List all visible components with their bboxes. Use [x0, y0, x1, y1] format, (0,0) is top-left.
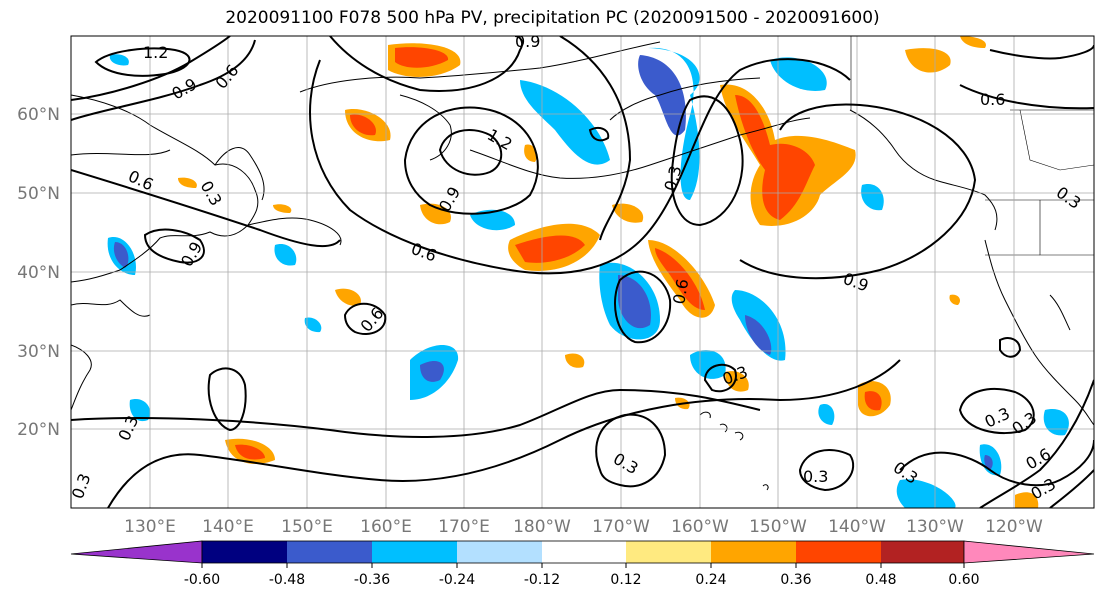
colorbar-bin	[202, 541, 287, 563]
lon-label: 150°W	[749, 517, 807, 537]
colorbar-bin	[796, 541, 881, 563]
map-panel: 1.2 0.9 0.6 0.6 1.2 0.9 0.6 0.3 0.6 0.9 …	[70, 32, 1095, 509]
latitude-labels: 60°N 50°N 40°N 30°N 20°N	[17, 105, 60, 440]
lon-label: 120°W	[985, 517, 1043, 537]
lon-label: 150°E	[281, 517, 333, 537]
colorbar-tick-label: 0.36	[780, 572, 811, 588]
lon-label: 130°W	[906, 517, 964, 537]
lat-label: 50°N	[17, 184, 60, 204]
lon-label: 160°E	[360, 517, 412, 537]
lon-label: 180°W	[513, 517, 571, 537]
colorbar-tick-label: 0.24	[695, 572, 726, 588]
colorbar-bin	[372, 541, 457, 563]
colorbar-bin	[881, 541, 964, 563]
colorbar-ticks	[201, 563, 965, 568]
precip-negative-shading	[107, 47, 1069, 508]
lon-label: 140°E	[202, 517, 254, 537]
map-frame	[70, 35, 1095, 509]
colorbar-tick-label: 0.60	[948, 572, 979, 588]
lon-label: 160°W	[671, 517, 729, 537]
pv-contours	[71, 36, 1094, 508]
lon-label: 140°W	[828, 517, 886, 537]
contour-label: 0.6	[980, 90, 1005, 109]
colorbar: -0.60 -0.48 -0.36 -0.24 -0.12 0.12 0.24 …	[70, 540, 1095, 588]
colorbar-bin	[626, 541, 711, 563]
colorbar-tick-label: 0.12	[610, 572, 641, 588]
coastlines	[71, 41, 1094, 491]
colorbar-bin	[287, 541, 372, 563]
lon-label: 170°W	[592, 517, 650, 537]
colorbar-tick-label: 0.48	[865, 572, 896, 588]
colorbar-bin	[542, 541, 626, 563]
contour-label: 1.2	[143, 43, 168, 62]
political-borders	[850, 36, 1094, 256]
colorbar-under-extension	[70, 540, 203, 564]
contour-label: 0.9	[515, 32, 540, 51]
colorbar-tick-label: -0.60	[184, 572, 220, 588]
colorbar-tick-label: -0.36	[354, 572, 390, 588]
lon-label: 170°E	[438, 517, 490, 537]
longitude-labels: 130°E 140°E 150°E 160°E 170°E 180°W 170°…	[124, 517, 1043, 537]
lat-label: 40°N	[17, 263, 60, 283]
contour-label: 0.3	[803, 467, 828, 486]
lat-label: 60°N	[17, 105, 60, 125]
lon-label: 130°E	[124, 517, 176, 537]
colorbar-labels: -0.60 -0.48 -0.36 -0.24 -0.12 0.12 0.24 …	[184, 572, 980, 588]
colorbar-tick-label: -0.24	[439, 572, 475, 588]
colorbar-tick-label: -0.48	[269, 572, 305, 588]
lat-label: 30°N	[17, 342, 60, 362]
colorbar-over-extension	[963, 540, 1095, 564]
lat-label: 20°N	[17, 420, 60, 440]
map-title: 2020091100 F078 500 hPa PV, precipitatio…	[225, 8, 880, 28]
colorbar-tick-label: -0.12	[524, 572, 560, 588]
colorbar-bin	[711, 541, 796, 563]
precip-positive-shading	[178, 36, 1039, 508]
contour-label: 0.6	[669, 277, 692, 305]
colorbar-bin	[457, 541, 542, 563]
